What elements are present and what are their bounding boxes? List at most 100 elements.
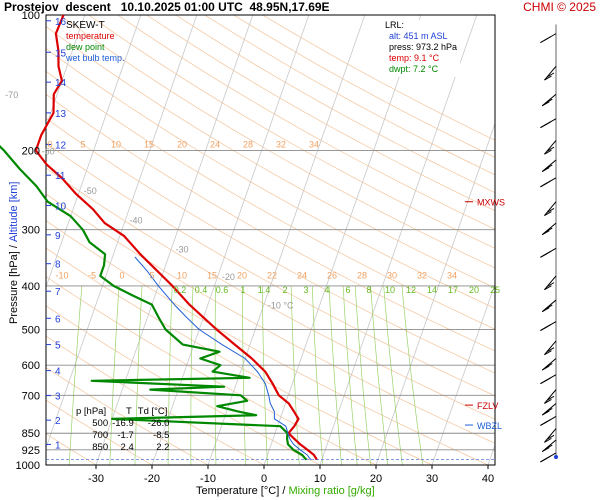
lrl-title: LRL:: [385, 20, 405, 30]
summary-cell: 850: [92, 442, 109, 453]
wind-barb: [544, 275, 557, 291]
isotherm-label: -20: [222, 272, 235, 282]
altitude-tick-label: 8: [55, 260, 61, 271]
isotherm-label: -60: [42, 146, 55, 156]
y-axis-label: Pressure [hPa] / Altitude [km]: [8, 182, 20, 324]
level-label: WBZL: [477, 421, 502, 431]
temperature-tick-label: 30: [426, 473, 438, 485]
temperature-line: [34, 14, 318, 461]
summary-header-p: p [hPa]: [76, 406, 107, 417]
isotherm-label: -10 °C: [268, 301, 294, 311]
theta-label: 5: [149, 270, 154, 280]
altitude-tick-label: 4: [55, 367, 61, 378]
sounding-location: 48.95N,17.69E: [249, 0, 330, 14]
mixing-ratio-label: 25: [490, 285, 500, 295]
summary-header-row: p [hPa] T Td [°C]: [76, 406, 173, 418]
wet-bulb-temp-line: [134, 256, 312, 460]
sounding-mode: descent: [65, 0, 111, 14]
altitude-tick-label: 2: [55, 416, 61, 427]
chart-header: Prostejov descent 10.10.2025 01:00 UTC 4…: [4, 0, 330, 14]
theta-label: 28: [357, 270, 367, 280]
copyright-label: CHMI © 2025: [523, 0, 596, 14]
pressure-tick-label: 400: [22, 281, 40, 293]
lrl-info-box: LRL: alt: 451 m ASL press: 973.2 hPa tem…: [382, 20, 461, 77]
mixing-ratio-label: 0.6: [216, 285, 229, 295]
summary-row: 850 2.4 2.2: [76, 442, 173, 454]
wind-barb: [541, 222, 557, 236]
lrl-alt: alt: 451 m ASL: [389, 31, 448, 41]
wind-barb: [544, 389, 557, 404]
legend-temperature: temperature: [66, 31, 115, 41]
wind-barb: [541, 159, 557, 173]
temperature-tick-label: -10: [200, 473, 216, 485]
wind-barb: [540, 374, 557, 385]
wind-barb: [540, 416, 557, 426]
temperature-tick-label: 10: [314, 473, 326, 485]
summary-cell: 700: [92, 430, 109, 441]
pressure-tick-label: 300: [22, 225, 40, 237]
x-axis-label-mix: Mixing ratio [g/kg]: [288, 485, 375, 497]
altitude-tick-label: 1: [55, 440, 61, 451]
wind-barb: [540, 177, 557, 188]
theta-label: 26: [327, 270, 337, 280]
summary-cell: 2.4: [120, 442, 134, 453]
pressure-tick-label: 600: [22, 360, 40, 372]
summary-cell: 500: [92, 418, 109, 429]
wind-barb: [541, 403, 557, 416]
altitude-tick-label: 12: [55, 141, 67, 152]
mixing-ratio-label: 0.4: [195, 285, 208, 295]
wind-barb: [544, 201, 557, 216]
summary-cell: -8.5: [153, 430, 170, 441]
theta-label: 10: [177, 270, 187, 280]
theta-label: 32: [276, 139, 286, 149]
temperature-tick-label: -20: [144, 473, 160, 485]
mixing-ratio-label: 4: [324, 285, 329, 295]
wind-barb: [544, 340, 557, 356]
wind-barb: [544, 140, 557, 155]
summary-header-t: T: [125, 406, 132, 417]
summary-header-td: Td [°C]: [137, 406, 168, 417]
temperature-tick-label: -30: [88, 473, 104, 485]
theta-label: 5: [80, 139, 85, 149]
altitude-tick-label: 13: [55, 109, 67, 120]
wind-barb: [544, 65, 557, 81]
y-axis-label-pressure: Pressure [hPa]: [8, 251, 20, 324]
altitude-tick-label: 16: [55, 17, 67, 28]
wind-barb: [540, 321, 557, 331]
temperature-tick-label: 0: [261, 473, 267, 485]
summary-cell: 2.2: [156, 442, 170, 453]
sounding-datetime: 10.10.2025 01:00 UTC: [120, 0, 243, 14]
wind-barb: [540, 247, 557, 258]
mixing-ratio-label: 3: [303, 285, 308, 295]
legend: SKEW-T temperature dew point wet bulb te…: [66, 20, 125, 64]
summary-row: 500 -16.9 -26.0: [76, 418, 173, 430]
pressure-tick-label: 850: [22, 428, 40, 440]
pressure-tick-label: 1000: [16, 460, 40, 472]
isotherm-label: -30: [175, 244, 188, 254]
theta-label: 22: [267, 270, 277, 280]
altitude-tick-label: 9: [55, 231, 61, 242]
pressure-tick-label: 200: [22, 145, 40, 157]
wind-barb: [541, 299, 557, 313]
x-axis-label: Temperature [°C] / Mixing ratio [g/kg]: [196, 485, 375, 497]
theta-label: -5: [88, 270, 96, 280]
mixing-ratio-label: 1: [240, 285, 245, 295]
pressure-tick-label: 500: [22, 325, 40, 337]
theta-label: -10: [55, 270, 68, 280]
station-name: Prostejov: [4, 0, 59, 14]
wind-barb: [541, 93, 557, 107]
legend-dew-point: dew point: [66, 42, 105, 52]
summary-row: 700 -1.7 -8.5: [76, 430, 173, 442]
theta-label: 15: [144, 139, 154, 149]
lrl-temp: temp: 9.1 °C: [389, 53, 440, 63]
temperature-tick-label: 20: [370, 473, 382, 485]
dew-point-line: [0, 144, 308, 461]
theta-label: 28: [243, 139, 253, 149]
wind-barb: [541, 358, 557, 371]
isotherm-label: -40: [129, 216, 142, 226]
surface-wind-dot: [554, 455, 558, 460]
theta-label: 10: [111, 139, 121, 149]
pressure-tick-label: 925: [22, 445, 40, 457]
legend-title: SKEW-T: [66, 20, 105, 31]
